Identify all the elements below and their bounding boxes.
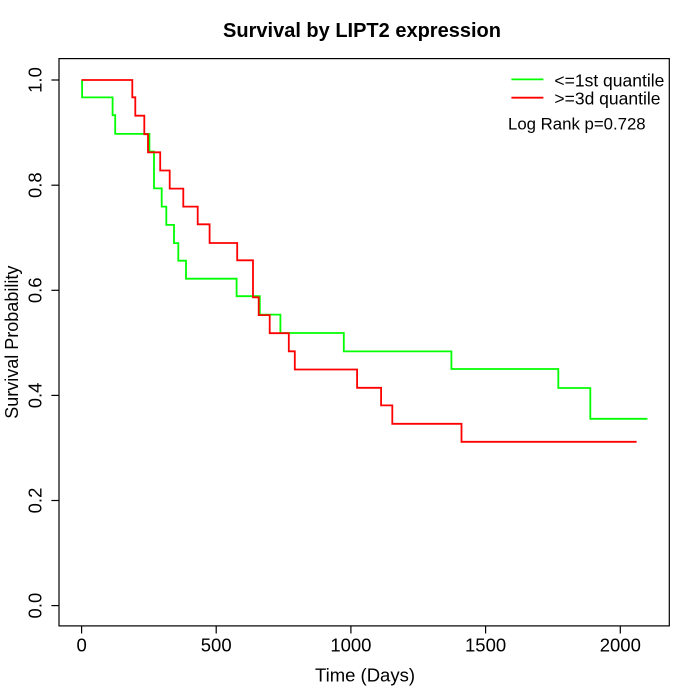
svg-text:500: 500 bbox=[201, 635, 232, 656]
svg-text:>=3d quantile: >=3d quantile bbox=[554, 89, 660, 109]
svg-text:1000: 1000 bbox=[330, 635, 371, 656]
svg-text:0.0: 0.0 bbox=[25, 593, 46, 619]
svg-text:0.8: 0.8 bbox=[25, 172, 46, 198]
svg-text:0: 0 bbox=[76, 635, 86, 656]
svg-text:Log Rank p=0.728: Log Rank p=0.728 bbox=[508, 114, 646, 133]
svg-text:Survival by LIPT2 expression: Survival by LIPT2 expression bbox=[223, 20, 501, 42]
svg-text:0.6: 0.6 bbox=[25, 277, 46, 303]
svg-text:0.4: 0.4 bbox=[25, 383, 46, 409]
svg-text:1500: 1500 bbox=[465, 635, 506, 656]
svg-text:<=1st quantile: <=1st quantile bbox=[554, 70, 664, 90]
svg-text:Time (Days): Time (Days) bbox=[315, 665, 415, 686]
svg-text:1.0: 1.0 bbox=[25, 67, 46, 93]
svg-text:0.2: 0.2 bbox=[25, 488, 46, 514]
svg-text:2000: 2000 bbox=[600, 635, 641, 656]
svg-text:Survival Probability: Survival Probability bbox=[2, 266, 22, 419]
